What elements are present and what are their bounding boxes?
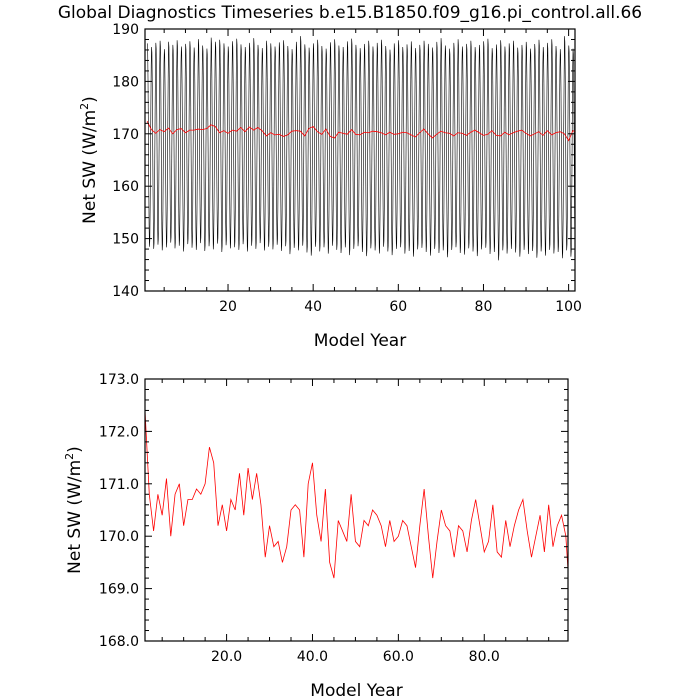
y-tick-label: 140 <box>112 284 139 300</box>
x-tick-label: 80.0 <box>469 649 500 665</box>
figure-title: Global Diagnostics Timeseries b.e15.B185… <box>58 3 642 23</box>
timeseries-panel-top: 20 40 60 80 100 140 150 160 170 180 190 Model Year N… <box>78 22 582 351</box>
series-line-0 <box>145 410 568 579</box>
y-tick-label: 169.0 <box>99 582 139 598</box>
y-axis-label: Net SW (W/m2) <box>78 96 100 224</box>
x-tick-label: 60 <box>389 299 407 315</box>
timeseries-panel-bottom: 20.0 40.0 60.0 80.0 168.0 169.0 170.0 171.0 172.… <box>63 372 569 700</box>
y-tick-label: 171.0 <box>99 477 139 493</box>
plot-frame <box>144 378 569 642</box>
y-tick-label: 172.0 <box>99 424 139 440</box>
y-tick-label: 150 <box>112 232 139 248</box>
y-tick-label: 170.0 <box>99 529 139 545</box>
x-tick-label: 100 <box>555 299 582 315</box>
x-axis-label: Model Year <box>310 681 402 700</box>
y-tick-label: 190 <box>112 22 139 38</box>
x-tick-label: 20.0 <box>211 649 242 665</box>
x-tick-label: 20 <box>219 299 237 315</box>
y-tick-label: 180 <box>112 74 139 90</box>
y-tick-label: 160 <box>112 179 139 195</box>
y-axis-label: Net SW (W/m2) <box>63 446 85 574</box>
series-line-0 <box>147 36 575 261</box>
x-tick-label: 80 <box>475 299 493 315</box>
y-tick-label: 168.0 <box>99 634 139 650</box>
plot-frame <box>144 28 576 292</box>
x-tick-label: 40.0 <box>297 649 328 665</box>
series-line-1 <box>146 121 575 142</box>
x-tick-label: 60.0 <box>383 649 414 665</box>
y-tick-label: 170 <box>112 127 139 143</box>
x-tick-label: 40 <box>304 299 322 315</box>
x-axis-label: Model Year <box>314 331 406 351</box>
y-tick-label: 173.0 <box>99 372 139 388</box>
